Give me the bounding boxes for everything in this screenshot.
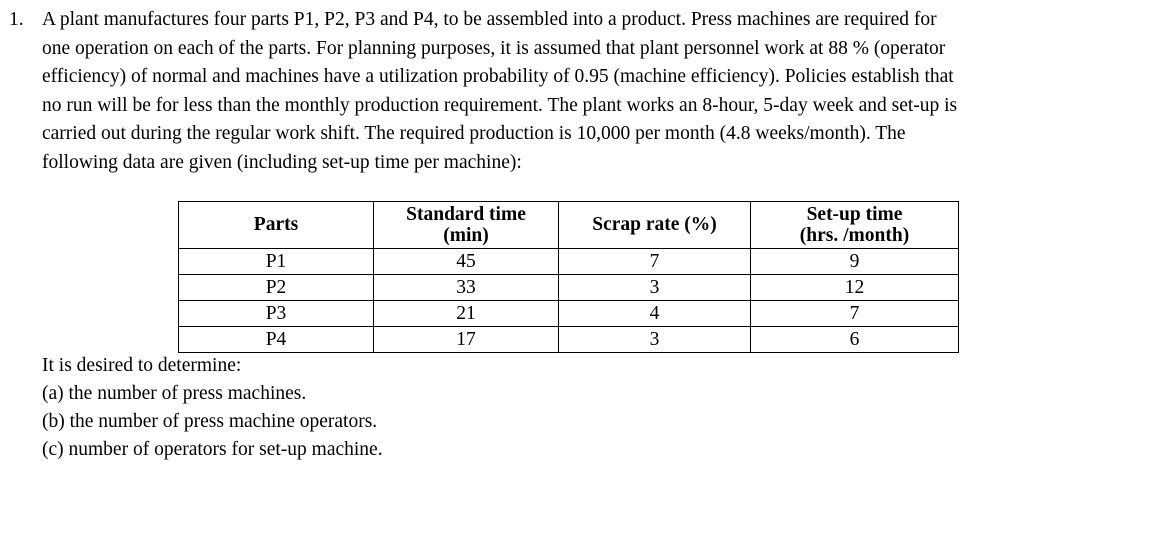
cell-standard-time: 17 [373,326,559,353]
header-standard-time: Standard time (min) [373,201,559,249]
table-header-row: Parts Standard time (min) Scrap rate (%)… [178,201,959,249]
questions-intro: It is desired to determine: [42,355,242,376]
cell-scrap-rate: 3 [558,326,751,353]
problem-text-line: A plant manufactures four parts P1, P2, … [42,9,937,30]
question-item-b: (b) the number of press machine operator… [42,411,378,432]
cell-part: P4 [178,326,374,353]
cell-standard-time: 45 [373,248,559,275]
problem-text-line: efficiency) of normal and machines have … [42,66,954,87]
cell-standard-time: 33 [373,274,559,301]
cell-scrap-rate: 4 [558,300,751,327]
cell-setup-time: 9 [750,248,959,275]
question-item-c: (c) number of operators for set-up machi… [42,439,383,460]
cell-setup-time: 12 [750,274,959,301]
questions-block: It is desired to determine: (a) the numb… [42,352,383,464]
cell-part: P2 [178,274,374,301]
problem-text: A plant manufactures four parts P1, P2, … [42,6,957,177]
table-row: P4 17 3 6 [178,326,959,353]
header-scrap-rate: Scrap rate (%) [558,201,751,249]
cell-scrap-rate: 7 [558,248,751,275]
table-row: P2 33 3 12 [178,274,959,301]
header-parts: Parts [178,201,374,249]
cell-setup-time: 6 [750,326,959,353]
cell-setup-time: 7 [750,300,959,327]
cell-part: P1 [178,248,374,275]
table-row: P1 45 7 9 [178,248,959,275]
problem-text-line: no run will be for less than the monthly… [42,94,958,116]
problem-number: 1. [9,9,24,30]
problem-statement: 1. A plant manufactures four parts P1, P… [9,6,957,177]
table-row: P3 21 4 7 [178,300,959,327]
problem-text-line: following data are given (including set-… [42,151,522,173]
question-item-a: (a) the number of press machines. [42,383,307,404]
problem-text-line: one operation on each of the parts. For … [42,37,946,59]
header-setup-time: Set-up time (hrs. /month) [750,201,959,249]
cell-part: P3 [178,300,374,327]
cell-standard-time: 21 [373,300,559,327]
cell-scrap-rate: 3 [558,274,751,301]
parts-data-table: Parts Standard time (min) Scrap rate (%)… [178,201,959,353]
problem-text-line: carried out during the regular work shif… [42,123,906,144]
